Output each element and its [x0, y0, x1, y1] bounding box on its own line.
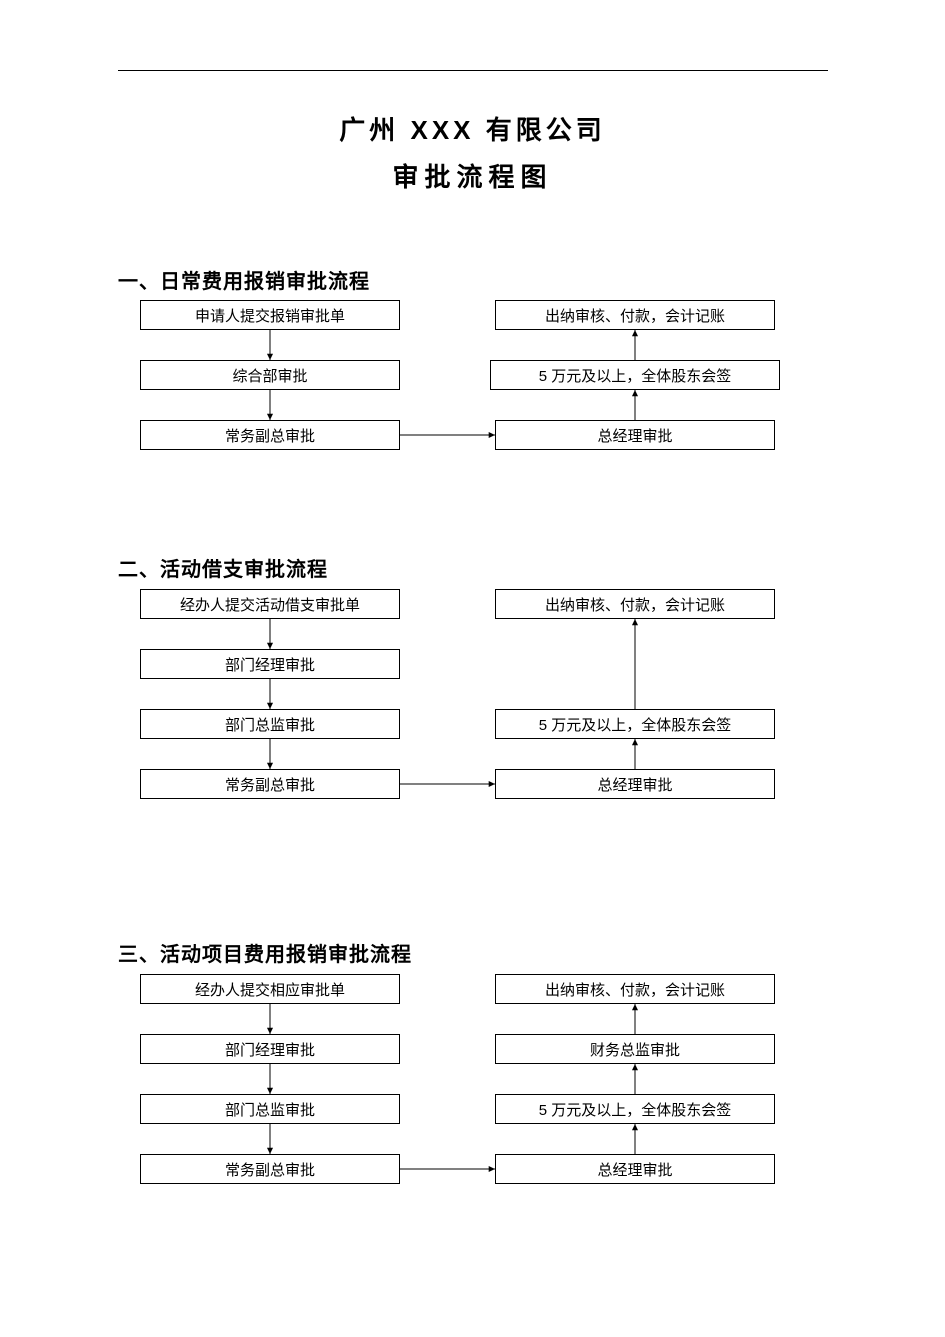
- s2-right-3: 总经理审批: [495, 769, 775, 799]
- s2-left-2: 部门总监审批: [140, 709, 400, 739]
- s2-left-1: 部门经理审批: [140, 649, 400, 679]
- s3-left-0: 经办人提交相应审批单: [140, 974, 400, 1004]
- s3-right-0: 出纳审核、付款，会计记账: [495, 974, 775, 1004]
- document-title: 审批流程图: [0, 157, 945, 194]
- s1-left-1: 综合部审批: [140, 360, 400, 390]
- header-rule: [118, 70, 828, 71]
- company-title: 广州 XXX 有限公司: [0, 110, 945, 147]
- s3-left-3: 常务副总审批: [140, 1154, 400, 1184]
- s2-left-0: 经办人提交活动借支审批单: [140, 589, 400, 619]
- s3-right-3: 总经理审批: [495, 1154, 775, 1184]
- s2-right-0: 出纳审核、付款，会计记账: [495, 589, 775, 619]
- section-3-heading: 三、活动项目费用报销审批流程: [118, 938, 412, 967]
- s2-right-2: 5 万元及以上，全体股东会签: [495, 709, 775, 739]
- s3-left-1: 部门经理审批: [140, 1034, 400, 1064]
- s1-right-1: 5 万元及以上，全体股东会签: [490, 360, 780, 390]
- s3-left-2: 部门总监审批: [140, 1094, 400, 1124]
- s3-right-1: 财务总监审批: [495, 1034, 775, 1064]
- title-block: 广州 XXX 有限公司 审批流程图: [0, 110, 945, 194]
- s1-left-0: 申请人提交报销审批单: [140, 300, 400, 330]
- s1-right-0: 出纳审核、付款，会计记账: [495, 300, 775, 330]
- s1-right-2: 总经理审批: [495, 420, 775, 450]
- section-1-heading: 一、日常费用报销审批流程: [118, 265, 370, 294]
- section-2-heading: 二、活动借支审批流程: [118, 553, 328, 582]
- s3-right-2: 5 万元及以上，全体股东会签: [495, 1094, 775, 1124]
- s1-left-2: 常务副总审批: [140, 420, 400, 450]
- s2-left-3: 常务副总审批: [140, 769, 400, 799]
